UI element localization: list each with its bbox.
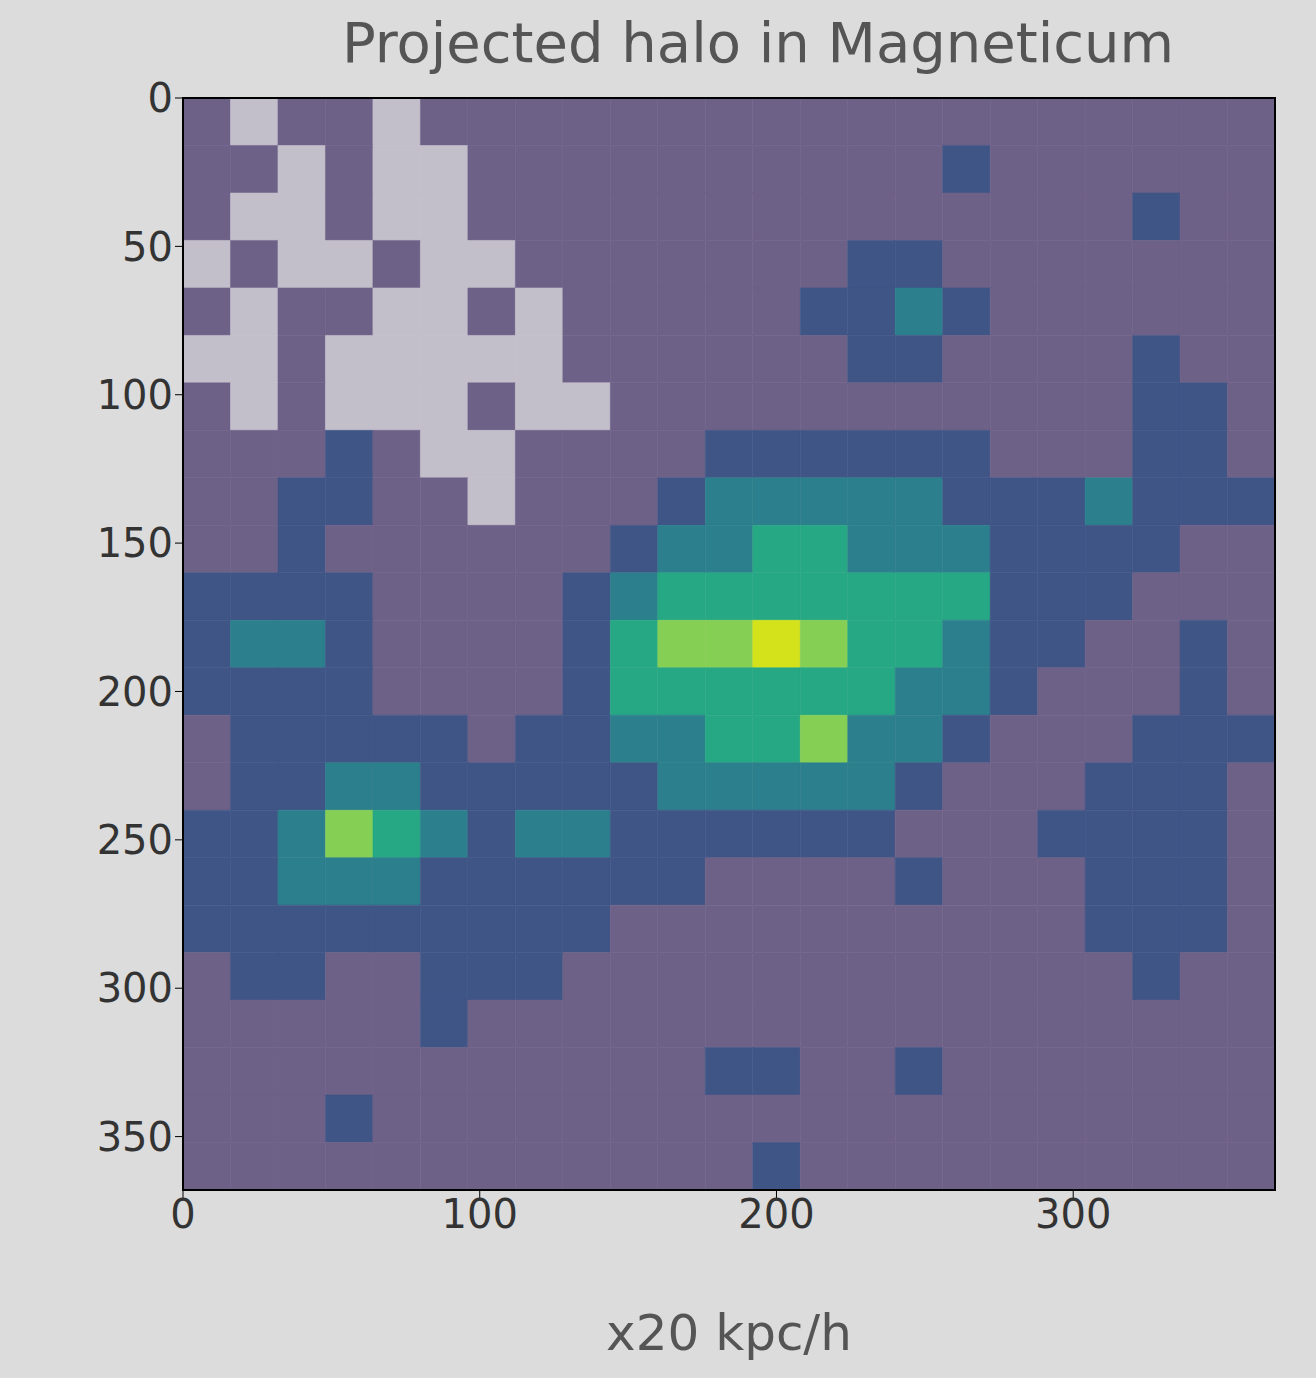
svg-text:300: 300 bbox=[97, 965, 173, 1011]
svg-text:x20 kpc/h: x20 kpc/h bbox=[606, 1304, 852, 1362]
svg-text:100: 100 bbox=[442, 1191, 518, 1237]
svg-text:100: 100 bbox=[97, 372, 173, 418]
svg-text:50: 50 bbox=[122, 224, 173, 270]
svg-text:350: 350 bbox=[97, 1114, 173, 1160]
svg-text:200: 200 bbox=[97, 669, 173, 715]
html-text:Projected halo in Magneticum: Projected halo in Magneticum bbox=[341, 10, 1175, 75]
svg-text:150: 150 bbox=[97, 520, 173, 566]
svg-text:0: 0 bbox=[148, 75, 173, 121]
svg-text:200: 200 bbox=[738, 1191, 814, 1237]
svg-text:250: 250 bbox=[97, 817, 173, 863]
svg-text:300: 300 bbox=[1035, 1191, 1111, 1237]
svg-text:0: 0 bbox=[170, 1191, 195, 1237]
